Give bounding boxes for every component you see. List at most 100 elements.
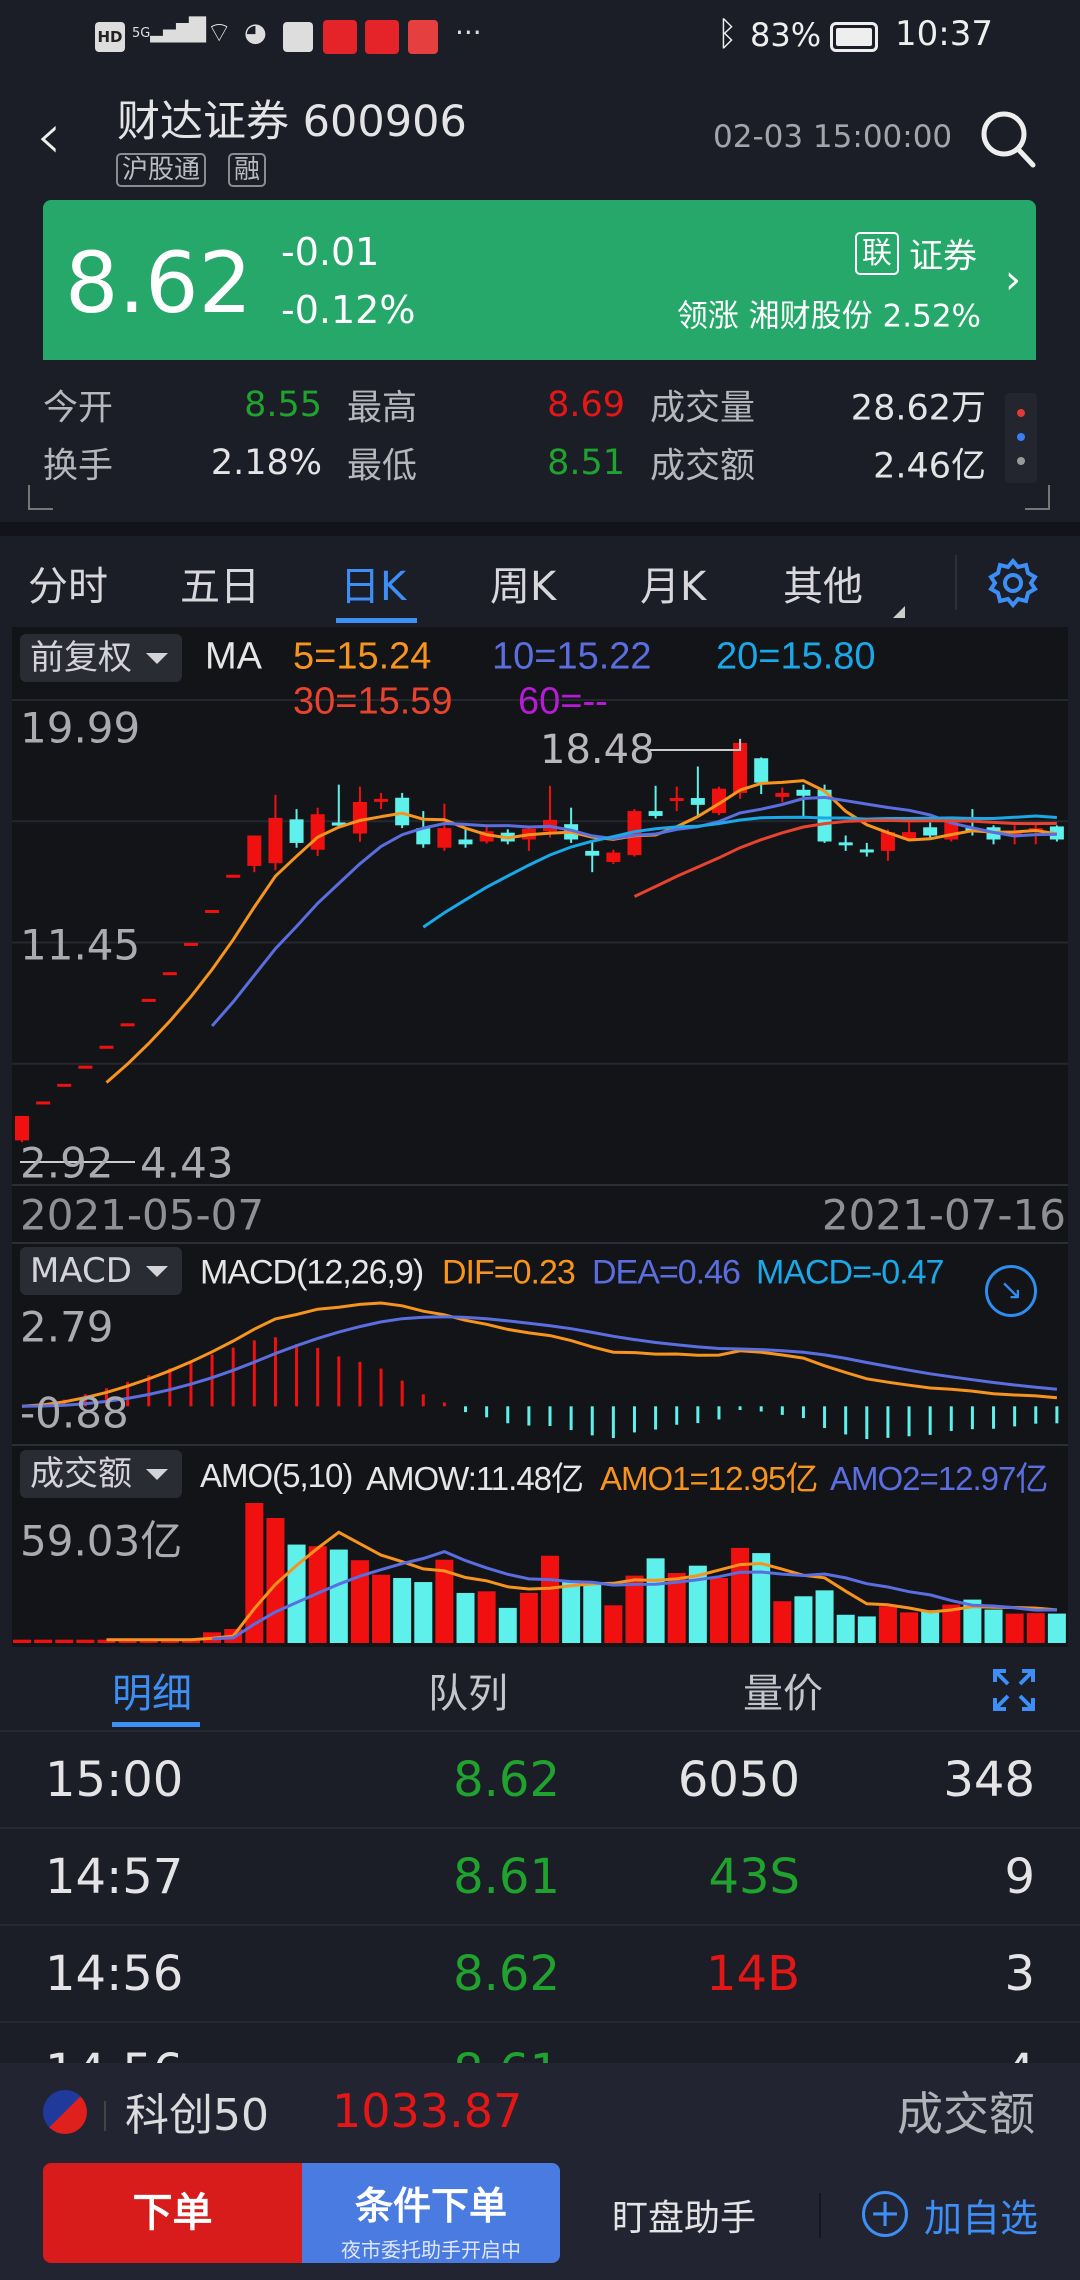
candle-body [690, 798, 705, 805]
expand-corner-left[interactable] [28, 485, 53, 510]
candle-body [458, 839, 473, 845]
volume-bar [921, 1610, 940, 1643]
volume-bar [815, 1590, 834, 1643]
candle-body [15, 1115, 29, 1141]
candle-body [775, 792, 790, 797]
monitor-assistant-button[interactable]: 盯盘助手 [612, 2198, 757, 2239]
trade-time: 14:57 [45, 1848, 184, 1905]
amo-params: AMO(5,10) [200, 1457, 353, 1494]
trade-count: 3 [1004, 1945, 1035, 2002]
stat-label-amount: 成交额 [650, 446, 756, 487]
stat-value-low: 8.51 [547, 443, 625, 483]
volume-bar [836, 1614, 855, 1643]
detail-tabs-divider [0, 1730, 1080, 1732]
wifi-icon: ⌔ [206, 16, 233, 49]
stat-label-low: 最低 [347, 446, 418, 487]
macd-y-bottom: -0.88 [20, 1388, 129, 1438]
tab-other[interactable]: 其他 [783, 564, 863, 610]
ma5-value: 5=15.24 [293, 635, 432, 678]
volume-bar [13, 1639, 31, 1643]
index-value: 1033.87 [332, 2084, 523, 2138]
page-indicator[interactable] [1005, 393, 1037, 483]
wechat-icon: ◕ [244, 18, 267, 48]
candle-body [289, 819, 304, 843]
chart-area[interactable] [12, 627, 1068, 1647]
quote-banner[interactable]: 8.62 -0.01 -0.12% 联 证券 领涨 湘财股份 2.52% › [43, 200, 1036, 360]
active-tab-underline [336, 618, 417, 623]
volume-bar [118, 1639, 137, 1643]
logo-divider [104, 2101, 106, 2131]
settings-button[interactable] [985, 555, 1041, 611]
plus-circle-icon: + [862, 2191, 908, 2237]
search-button[interactable] [978, 108, 1038, 170]
volume-bar [646, 1558, 665, 1643]
tab-weekly-k[interactable]: 周K [490, 564, 557, 610]
tag-margin: 融 [228, 153, 267, 187]
adjust-label: 前复权 [30, 638, 132, 678]
volume-bar [688, 1565, 707, 1643]
tab-monthly-k[interactable]: 月K [640, 564, 707, 610]
macd-y-top: 2.79 [20, 1302, 114, 1352]
tab-queue[interactable]: 队列 [428, 1671, 508, 1717]
macd-dropdown[interactable]: MACD [20, 1247, 182, 1295]
trade-row: 14:57 8.61 43S 9 [0, 1829, 1080, 1926]
price-change-pct: -0.12% [281, 288, 416, 332]
conditional-order-button[interactable]: 条件下单 夜市委托助手开启中 [302, 2163, 560, 2263]
expand-corner-right[interactable] [1025, 485, 1050, 510]
y-axis-mid: 11.45 [20, 920, 141, 970]
expand-icon [993, 1669, 1035, 1711]
tab-intraday[interactable]: 分时 [28, 564, 108, 610]
detail-tab-underline [112, 1722, 200, 1727]
ma5-line [105, 779, 1058, 1084]
kline-chart[interactable] [0, 627, 1080, 1647]
candle-body [754, 758, 769, 783]
ma60-value: 60=-- [518, 680, 608, 723]
volume-dropdown[interactable]: 成交额 [20, 1450, 182, 1498]
amo1-value: AMO1=12.95亿 [600, 1460, 818, 1497]
stat-value-turnover: 2.18% [210, 443, 322, 483]
stat-label-turnover: 换手 [43, 446, 114, 487]
tab-five-day[interactable]: 五日 [180, 564, 260, 610]
add-watchlist-button[interactable]: + 加自选 [862, 2190, 1052, 2241]
price-change: -0.01 [281, 230, 380, 274]
candle-body [859, 849, 874, 853]
index-ticker[interactable]: 科创50 1033.87 成交额 [0, 2063, 1080, 2158]
macd-value: MACD=-0.47 [756, 1253, 944, 1292]
y-axis-bottom: 2.92 [20, 1138, 114, 1188]
app-icon [365, 20, 399, 54]
other-dropdown-icon [893, 606, 905, 618]
notification-icon [283, 22, 313, 52]
order-button[interactable]: 下单 [43, 2163, 302, 2263]
stat-label-volume: 成交量 [650, 388, 756, 429]
tab-detail[interactable]: 明细 [112, 1671, 192, 1717]
volume-bar [1026, 1613, 1045, 1643]
trade-volume: 14B [705, 1945, 800, 2002]
ma30-line [633, 818, 1057, 898]
back-button[interactable]: ‹ [36, 100, 62, 174]
volume-bar [541, 1555, 559, 1643]
candle-body [99, 1045, 114, 1049]
tag-hk-connect: 沪股通 [116, 153, 207, 187]
volume-bar [519, 1592, 538, 1643]
volume-bar [498, 1607, 517, 1643]
last-price: 8.62 [65, 234, 253, 332]
candle-body [331, 822, 346, 826]
stat-label-open: 今开 [43, 388, 114, 429]
stat-value-high: 8.69 [547, 385, 625, 425]
tab-daily-k[interactable]: 日K [340, 564, 407, 610]
stock-title: 财达证券 600906 [117, 97, 467, 147]
tab-volume-price[interactable]: 量价 [743, 1671, 823, 1717]
stat-value-amount: 2.46亿 [873, 446, 986, 487]
trade-price: 8.62 [453, 1751, 560, 1808]
adjust-dropdown[interactable]: 前复权 [20, 634, 182, 682]
volume-bar [900, 1612, 919, 1643]
fullscreen-button[interactable] [992, 1668, 1036, 1712]
trade-volume: 43S [708, 1848, 800, 1905]
battery-percent: 83% [750, 16, 822, 54]
indicator-switch-button[interactable]: ↘ [985, 1265, 1037, 1317]
quote-datetime: 02-03 15:00:00 [713, 119, 953, 155]
candle-body [57, 1083, 72, 1087]
trade-time: 14:56 [45, 1945, 184, 2002]
sector-name: 证券 [909, 236, 977, 277]
candle-body [247, 835, 262, 866]
